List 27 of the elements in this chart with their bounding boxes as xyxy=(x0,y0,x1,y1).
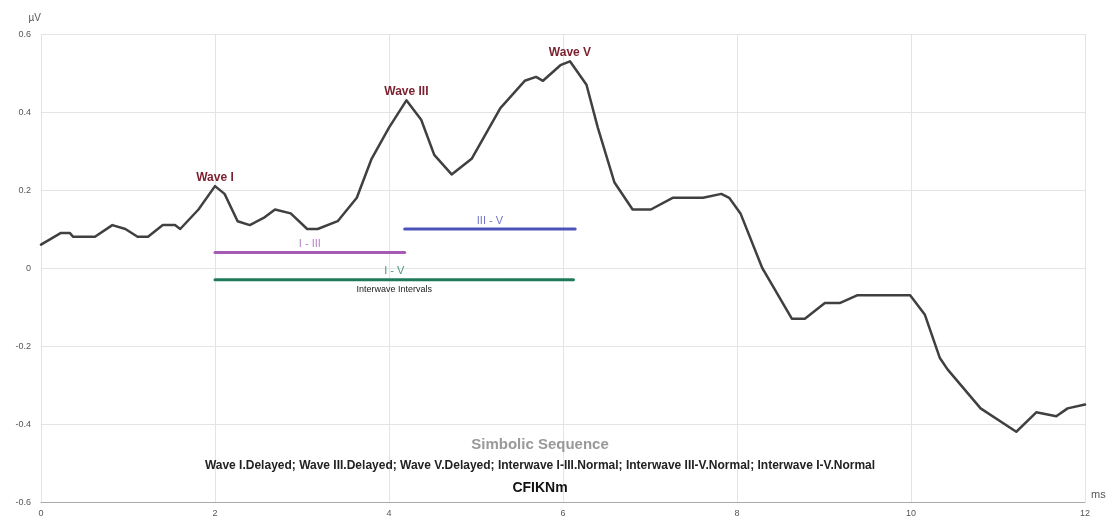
series-label: I - V xyxy=(384,264,405,277)
y-tick-label: -0.2 xyxy=(15,341,31,351)
x-tick-label: 8 xyxy=(734,507,740,518)
annotation: Wave III xyxy=(384,84,429,99)
annotation: Simbolic Sequence xyxy=(471,434,609,452)
line-series xyxy=(39,60,1087,434)
y-tick-label: 0.4 xyxy=(18,107,31,117)
series-label: III - V xyxy=(476,213,504,226)
x-axis-title: ms xyxy=(1091,487,1107,500)
x-tick-label: 6 xyxy=(560,507,566,518)
y-tick-label: 0 xyxy=(25,263,31,273)
y-axis-title: µV xyxy=(28,11,42,23)
y-tick-label: 0.2 xyxy=(18,185,31,195)
annotation: CFIKNm xyxy=(512,479,568,495)
annotation: Interwave Intervals xyxy=(356,284,433,295)
y-tick-label: -0.4 xyxy=(15,419,31,429)
x-tick-label: 10 xyxy=(905,507,917,518)
annotation: Wave I xyxy=(196,170,234,185)
series-label: I - III xyxy=(298,236,321,249)
y-tick-label: 0.6 xyxy=(18,29,31,39)
x-tick-label: 0 xyxy=(38,507,44,518)
x-tick-label: 4 xyxy=(386,507,392,518)
y-tick-label: -0.6 xyxy=(15,497,31,507)
annotation: Wave V xyxy=(548,45,592,60)
x-tick-label: 12 xyxy=(1079,507,1091,518)
annotation: Wave I.Delayed; Wave III.Delayed; Wave V.Delayed; Interwave I-III.Normal; Interwave III-V.Normal; Interwave I-V.Normal xyxy=(204,458,876,472)
x-tick-label: 2 xyxy=(212,507,218,518)
